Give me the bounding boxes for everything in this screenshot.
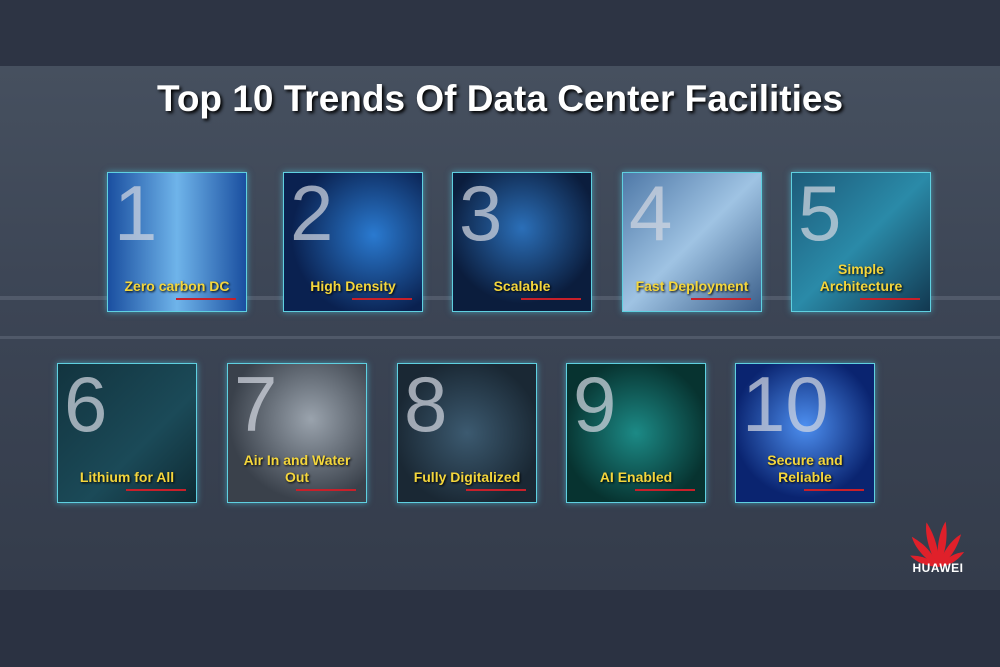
underline — [635, 489, 695, 491]
trend-tile-9: 9 AI Enabled — [566, 363, 706, 503]
underline — [352, 298, 412, 300]
trend-number: 5 — [798, 172, 842, 257]
trend-tile-1: 1 Zero carbon DC — [107, 172, 247, 312]
trend-label: AI Enabled — [599, 469, 673, 485]
slide-background — [0, 66, 1000, 590]
underline — [126, 489, 186, 491]
underline — [691, 298, 751, 300]
trend-tile-8: 8 Fully Digitalized — [397, 363, 537, 503]
huawei-logo — [910, 521, 965, 567]
trend-tile-4: 4 Fast Deployment — [622, 172, 762, 312]
trend-tile-7: 7 Air In and Water Out — [227, 363, 367, 503]
bottom-band — [0, 590, 1000, 667]
underline — [804, 489, 864, 491]
trend-label: Zero carbon DC — [124, 278, 230, 294]
trend-label: Air In and Water Out — [243, 452, 351, 485]
trend-number: 6 — [64, 363, 108, 448]
underline — [521, 298, 581, 300]
trend-tile-2: 2 High Density — [283, 172, 423, 312]
trend-label: Fully Digitalized — [413, 469, 521, 485]
trend-label: High Density — [310, 278, 396, 294]
underline — [860, 298, 920, 300]
underline — [296, 489, 356, 491]
trend-number: 3 — [459, 172, 503, 257]
trend-number: 8 — [404, 363, 448, 448]
trend-tile-5: 5 Simple Architecture — [791, 172, 931, 312]
trend-label: Lithium for All — [79, 469, 175, 485]
trend-number: 4 — [629, 172, 673, 257]
trend-label: Simple Architecture — [819, 261, 903, 294]
top-band — [0, 0, 1000, 66]
trend-number: 10 — [742, 363, 829, 448]
trend-number: 2 — [290, 172, 334, 257]
brand-name: HUAWEI — [912, 561, 964, 575]
trend-tile-3: 3 Scalable — [452, 172, 592, 312]
trend-label: Fast Deployment — [635, 278, 749, 294]
railing — [0, 336, 1000, 339]
trend-number: 9 — [573, 363, 617, 448]
trend-number: 7 — [234, 363, 278, 448]
trend-tile-6: 6 Lithium for All — [57, 363, 197, 503]
trend-label: Secure and Reliable — [767, 452, 843, 485]
underline — [466, 489, 526, 491]
page-title: Top 10 Trends Of Data Center Facilities — [156, 78, 844, 119]
trend-number: 1 — [114, 172, 158, 257]
underline — [176, 298, 236, 300]
trend-tile-10: 10 Secure and Reliable — [735, 363, 875, 503]
trend-label: Scalable — [493, 278, 551, 294]
